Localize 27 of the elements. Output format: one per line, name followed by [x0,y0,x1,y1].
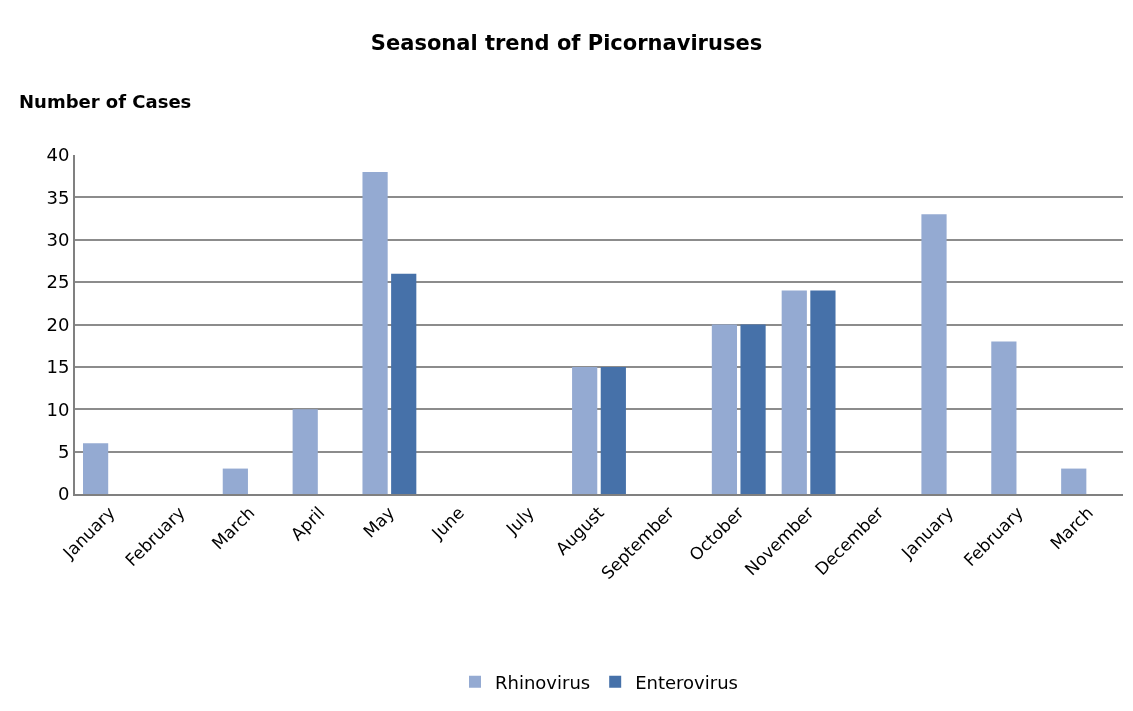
bar [391,273,417,494]
y-tick-label: 15 [46,356,70,378]
y-tick-label: 30 [46,229,70,251]
y-tick-label: 35 [46,186,70,208]
chart-title: Seasonal trend of Picornaviruses [370,31,763,56]
bar [991,341,1017,494]
y-tick-label: 20 [46,313,70,335]
bar [222,468,248,494]
bar [83,443,109,494]
bar [292,409,318,494]
bar [600,366,626,494]
y-tick-label: 25 [46,271,70,293]
y-tick-label: 40 [46,144,70,166]
legend-label: Enterovirus [635,671,738,693]
bar [810,290,836,494]
bar [1061,468,1087,494]
legend-label: Rhinovirus [495,671,591,693]
bar [781,290,807,494]
bar [921,214,947,494]
y-axis-title: Number of Cases [19,91,192,112]
y-tick-label: 0 [57,483,70,505]
bar [711,324,738,494]
bar [362,171,388,494]
y-tick-label: 10 [46,398,70,420]
bar [740,324,766,494]
y-tick-label: 5 [57,440,70,462]
bar [572,366,598,494]
